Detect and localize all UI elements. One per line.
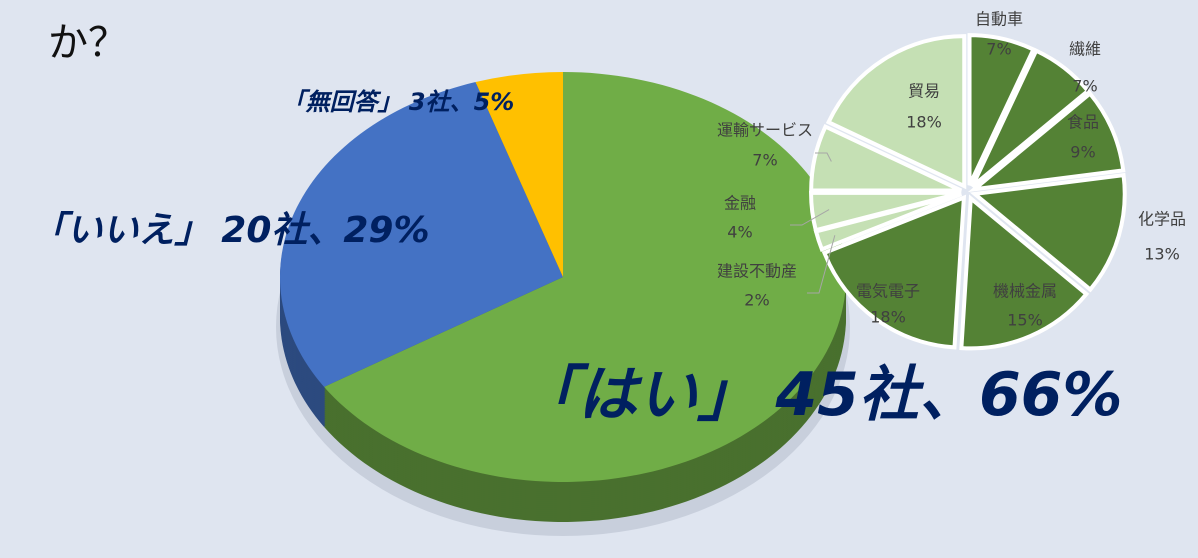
category-label: 貿易	[908, 82, 940, 101]
pie-slice	[280, 82, 563, 387]
slice-label: 「いいえ」 20社、29%	[30, 210, 429, 251]
leader-line	[790, 209, 830, 226]
category-label: 繊維	[1069, 40, 1101, 59]
pie-slice	[475, 72, 563, 277]
pie-slice	[970, 48, 1091, 189]
value-label: 66%	[979, 360, 1123, 430]
slice-label: 「無回答」 3社、5%	[282, 88, 515, 116]
value-label: 7%	[752, 151, 777, 170]
pie-slice	[967, 90, 1126, 193]
category-label: 自動車	[975, 10, 1023, 29]
value-label: 2%	[744, 291, 769, 310]
value-label: 5%	[474, 88, 515, 116]
value-label: 13%	[1144, 245, 1180, 264]
value-label: 18%	[870, 308, 906, 327]
slice-label: 「はい」 45社、66%	[517, 360, 1122, 430]
pie-slice	[324, 72, 847, 482]
chart-title: か？	[48, 20, 128, 66]
pie-slice	[825, 34, 967, 190]
value-label: 18%	[906, 113, 942, 132]
category-label: 「無回答」	[282, 88, 402, 116]
pie-slice	[809, 190, 962, 233]
category-label: 食品	[1067, 113, 1099, 132]
category-label: 建設不動産	[717, 262, 797, 281]
value-label: 7%	[986, 40, 1011, 59]
pie-slice	[969, 172, 1127, 293]
category-label: 「いいえ」	[30, 210, 210, 251]
count-label: 20社、	[221, 210, 343, 251]
category-label: 機械金属	[993, 282, 1057, 301]
value-label: 7%	[1072, 77, 1097, 96]
count-label: 45社、	[774, 360, 979, 430]
value-label: 4%	[727, 223, 752, 242]
pie-slice	[821, 194, 967, 350]
category-label: 「はい」	[517, 360, 757, 430]
value-label: 15%	[1007, 311, 1043, 330]
category-label: 電気電子	[856, 282, 920, 301]
pie-slice	[967, 33, 1037, 187]
count-label: 3社、	[409, 88, 474, 116]
category-label: 運輸サービス	[717, 121, 813, 140]
leader-line	[815, 152, 832, 162]
pie-slice	[809, 123, 963, 193]
category-label: 化学品	[1138, 210, 1186, 229]
value-label: 29%	[343, 210, 429, 251]
category-label: 金融	[724, 194, 756, 213]
pie-slice	[959, 194, 1090, 351]
value-label: 9%	[1070, 143, 1095, 162]
leader-line	[807, 235, 836, 294]
